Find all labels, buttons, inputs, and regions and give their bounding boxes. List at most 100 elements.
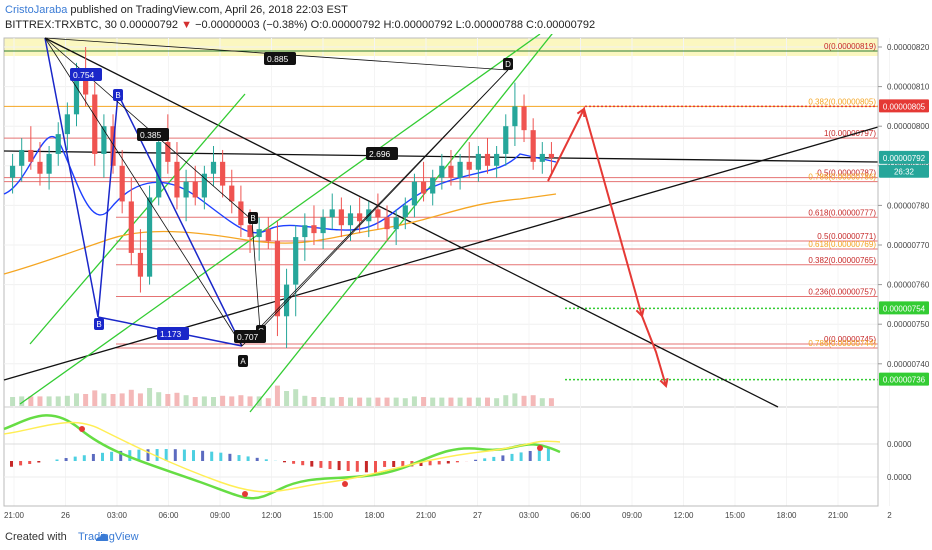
- volume-bar: [183, 395, 189, 406]
- candle-body: [83, 78, 89, 95]
- fib-label: 0(0.00000819): [824, 42, 876, 51]
- ratio-label: 0.707: [237, 332, 259, 342]
- time-tick-label: 12:00: [673, 511, 694, 520]
- time-tick-label: 26: [61, 511, 70, 520]
- osc-bar: [28, 461, 32, 464]
- osc-bar: [73, 456, 77, 461]
- candle-body: [101, 126, 107, 154]
- osc-bar: [310, 461, 314, 467]
- candle-body: [156, 142, 162, 198]
- ratio-label: 0.385: [140, 130, 162, 140]
- candle-body: [137, 252, 144, 277]
- symbol-label: BITTREX:TRXBTC, 30: [5, 19, 117, 31]
- ohlc-open: O:0.00000792: [310, 19, 381, 31]
- volume-bar: [110, 394, 116, 406]
- volume-bar: [402, 398, 408, 406]
- osc-bar: [337, 461, 341, 471]
- volume-bar: [83, 394, 89, 406]
- candle-body: [37, 161, 43, 174]
- candle-body: [265, 229, 271, 242]
- osc-bar: [328, 461, 332, 470]
- published-text: published on TradingView.com, April 26, …: [70, 4, 348, 16]
- candle-body: [9, 165, 16, 178]
- volume-bar: [265, 398, 271, 406]
- chart-header: CristoJaraba published on TradingView.co…: [0, 0, 932, 34]
- volume-bar: [375, 397, 381, 406]
- osc-bar: [292, 461, 296, 464]
- candle-body: [174, 161, 180, 198]
- ratio-label: 0.754: [73, 70, 95, 80]
- volume-bar: [284, 391, 290, 406]
- ratio-box: [366, 147, 398, 160]
- author-link[interactable]: CristoJaraba: [5, 4, 68, 16]
- osc-slow-line: [3, 421, 561, 493]
- osc-tick-label: 0.0000: [887, 473, 912, 482]
- osc-bar: [346, 461, 350, 471]
- price-tick-label: 0.00000820: [887, 43, 930, 52]
- volume-bar: [238, 395, 244, 406]
- candle-body: [46, 153, 52, 174]
- candle-body: [165, 142, 171, 162]
- osc-bar: [319, 461, 323, 468]
- volume-bar: [293, 389, 299, 406]
- volume-bar: [165, 394, 171, 406]
- time-tick-label: 15:00: [725, 511, 746, 520]
- osc-bar: [537, 449, 541, 461]
- volume-bar: [147, 388, 153, 406]
- volume-bars: [10, 385, 554, 406]
- osc-bar: [501, 455, 505, 461]
- volume-bar: [229, 396, 235, 406]
- candle-body: [283, 284, 290, 317]
- pattern-point-box: [248, 212, 258, 224]
- osc-bar: [237, 455, 241, 461]
- footer: Created with TradingView: [0, 526, 932, 550]
- osc-bar: [19, 461, 23, 466]
- price-tick-label: 0.00000780: [887, 201, 930, 210]
- candles: [9, 47, 555, 348]
- osc-bar: [64, 458, 68, 461]
- down-arrow-icon: ▼: [181, 19, 192, 31]
- ratio-label: 1.173: [160, 329, 182, 339]
- osc-bar: [137, 449, 141, 461]
- candle-body: [530, 130, 536, 162]
- time-tick-label: 09:00: [210, 511, 231, 520]
- time-axis[interactable]: 21:00 26 03:00 06:00 09:00 12:00 15:00 18:00 21:…: [4, 505, 892, 520]
- volume-bar: [384, 397, 390, 406]
- volume-bar: [156, 392, 162, 406]
- volume-bar: [137, 393, 143, 406]
- price-axis[interactable]: 0.000008200.000008100.000008000.00000790…: [877, 38, 930, 506]
- candle-body: [512, 106, 518, 127]
- chart-canvas[interactable]: 0(0.00000819) 0.382(0.00000805) 1(0.000007…: [0, 34, 932, 526]
- time-tick-label: 09:00: [622, 511, 643, 520]
- fib-label: 0.618(0.00000769): [808, 240, 876, 249]
- volume-bar: [74, 393, 79, 406]
- osc-bar: [101, 452, 104, 461]
- publish-info: CristoJaraba published on TradingView.co…: [5, 4, 348, 16]
- pattern-point-label: D: [505, 60, 511, 69]
- volume-bar: [10, 397, 16, 406]
- candle-body: [357, 213, 363, 222]
- price-change: −0.00000003 (−0.38%): [195, 19, 308, 31]
- arrowhead: [635, 307, 645, 319]
- candle-body: [210, 161, 217, 174]
- osc-bar: [210, 451, 214, 461]
- osc-bar: [164, 449, 168, 461]
- price-tick-label: 0.00000760: [887, 281, 930, 290]
- time-tick-label: 15:00: [313, 511, 334, 520]
- ratio-box: [137, 128, 169, 141]
- volume-bar: [393, 397, 399, 406]
- tradingview-brand[interactable]: TradingView: [78, 531, 139, 543]
- volume-bar: [430, 397, 436, 406]
- pattern-point-box: [94, 318, 104, 330]
- volume-bar: [521, 395, 527, 406]
- osc-bar: [110, 451, 114, 461]
- trend-line: [29, 93, 246, 345]
- candle-body: [274, 241, 281, 317]
- osc-bar: [301, 461, 305, 466]
- volume-bar: [192, 397, 198, 406]
- fib-label: 0.786(0.00000744): [808, 339, 876, 348]
- fib-levels: 0(0.00000819) 0.382(0.00000805) 1(0.000007…: [4, 42, 878, 381]
- tradingview-cloud-icon: [96, 533, 109, 541]
- pattern-point-label: B: [115, 91, 120, 100]
- price-badge: [879, 99, 929, 113]
